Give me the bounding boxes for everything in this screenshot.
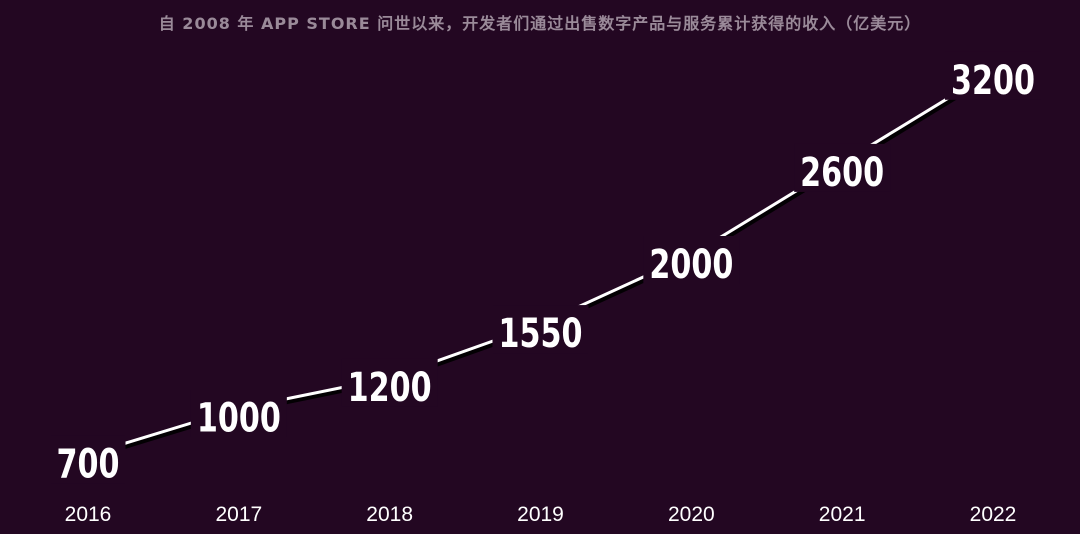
data-label-bg-2019 [492, 305, 589, 354]
data-label-bg-2017 [190, 389, 287, 438]
x-tick-label-2020: 2020 [668, 503, 715, 526]
data-label-bg-2020 [643, 236, 740, 284]
x-tick-label-2017: 2017 [215, 503, 262, 526]
data-label-2019: 1550 [499, 311, 583, 357]
x-axis-tick-labels: 2016 2017 2018 2019 2020 2021 2022 [65, 503, 1017, 526]
data-label-2017: 1000 [197, 396, 281, 442]
x-tick-label-2022: 2022 [970, 503, 1017, 526]
data-label-2020: 2000 [649, 242, 733, 288]
data-label-2022: 3200 [951, 58, 1035, 104]
data-label-2016: 700 [57, 442, 120, 488]
x-tick-label-2016: 2016 [65, 503, 112, 526]
data-label-2021: 2600 [800, 150, 884, 196]
data-label-bg-2016 [50, 435, 126, 484]
data-label-2018: 1200 [348, 365, 432, 411]
x-tick-label-2019: 2019 [517, 503, 564, 526]
x-tick-label-2021: 2021 [819, 503, 866, 526]
data-labels: 700 1000 1200 1550 2000 2600 3200 [50, 51, 1041, 488]
data-label-bg-2021 [794, 143, 891, 192]
chart-title: 自 2008 年 APP STORE 问世以来，开发者们通过出售数字产品与服务累… [158, 14, 922, 33]
data-label-bg-2022 [945, 51, 1041, 100]
x-tick-label-2018: 2018 [366, 503, 413, 526]
drop-lines [87, 103, 994, 488]
data-label-bg-2018 [341, 358, 438, 407]
